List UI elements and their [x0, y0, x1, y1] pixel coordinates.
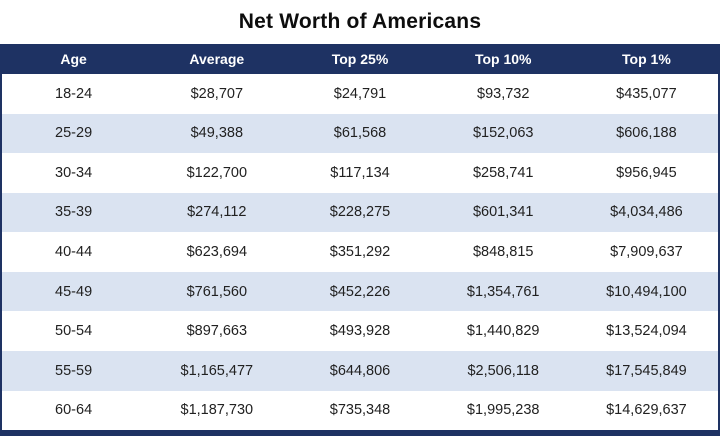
cell-top1: $10,494,100 [606, 283, 687, 300]
cell-average: $122,700 [186, 164, 248, 181]
cell-age: 18-24 [55, 85, 93, 102]
cell-top1: $7,909,637 [610, 244, 683, 261]
cell-top25: $351,292 [329, 244, 391, 261]
cell-top10: $1,440,829 [466, 323, 540, 340]
table-row: 18-24 $28,707 $24,791 $93,732 $435,077 [2, 74, 718, 114]
column-header-age: Age [60, 51, 87, 67]
cell-top25: $644,806 [329, 362, 391, 379]
column-header-top25: Top 25% [331, 51, 389, 67]
cell-average: $1,165,477 [180, 362, 254, 379]
net-worth-table: Age Average Top 25% Top 10% Top 1% 18-24… [0, 44, 720, 436]
cell-top25: $735,348 [329, 402, 391, 419]
cell-top1: $606,188 [616, 125, 677, 142]
cell-top10: $1,354,761 [466, 283, 540, 300]
cell-average: $623,694 [186, 244, 248, 261]
table-header-row: Age Average Top 25% Top 10% Top 1% [2, 44, 718, 74]
table-row: 25-29 $49,388 $61,568 $152,063 $606,188 [2, 113, 718, 154]
title-bar: Net Worth of Americans [0, 0, 720, 44]
table-row: 50-54 $897,663 $493,928 $1,440,829 $13,5… [2, 311, 718, 351]
cell-top1: $17,545,849 [606, 362, 687, 379]
cell-average: $28,707 [190, 85, 244, 102]
cell-age: 45-49 [55, 283, 93, 300]
cell-age: 55-59 [55, 362, 93, 379]
cell-top25: $228,275 [329, 204, 391, 221]
cell-top10: $93,732 [477, 85, 530, 102]
cell-age: 60-64 [55, 402, 93, 419]
cell-top1: $956,945 [616, 164, 677, 181]
cell-age: 30-34 [55, 164, 93, 181]
cell-top10: $601,341 [472, 204, 534, 221]
cell-top10: $152,063 [472, 125, 534, 142]
table-row: 45-49 $761,560 $452,226 $1,354,761 $10,4… [2, 271, 718, 312]
table-body: 18-24 $28,707 $24,791 $93,732 $435,077 2… [2, 74, 718, 430]
cell-top1: $4,034,486 [610, 204, 683, 221]
cell-average: $274,112 [187, 204, 247, 221]
column-header-top1: Top 1% [622, 51, 671, 67]
cell-average: $1,187,730 [180, 402, 254, 419]
cell-age: 25-29 [55, 125, 93, 142]
cell-top1: $14,629,637 [606, 402, 687, 419]
cell-top10: $2,506,118 [467, 362, 539, 379]
cell-top25: $61,568 [333, 125, 387, 142]
cell-age: 35-39 [55, 204, 93, 221]
cell-top25: $493,928 [329, 323, 391, 340]
cell-average: $897,663 [186, 323, 248, 340]
column-header-average: Average [189, 51, 245, 67]
table-row: 35-39 $274,112 $228,275 $601,341 $4,034,… [2, 192, 718, 233]
cell-average: $761,560 [186, 283, 248, 300]
cell-average: $49,388 [190, 125, 244, 142]
table-row: 55-59 $1,165,477 $644,806 $2,506,118 $17… [2, 350, 718, 391]
cell-top10: $258,741 [472, 164, 534, 181]
cell-top10: $848,815 [472, 244, 534, 261]
table-row: 30-34 $122,700 $117,134 $258,741 $956,94… [2, 153, 718, 193]
table-row: 40-44 $623,694 $351,292 $848,815 $7,909,… [2, 232, 718, 272]
cell-top1: $13,524,094 [606, 323, 687, 340]
cell-top25: $24,791 [333, 85, 387, 102]
column-header-top10: Top 10% [474, 51, 532, 67]
page-title: Net Worth of Americans [238, 10, 482, 33]
cell-age: 50-54 [55, 323, 93, 340]
table-row: 60-64 $1,187,730 $735,348 $1,995,238 $14… [2, 391, 718, 431]
cell-top10: $1,995,238 [466, 402, 540, 419]
cell-top25: $452,226 [329, 283, 391, 300]
cell-top1: $435,077 [616, 85, 677, 102]
table-bottom-border [2, 430, 718, 436]
cell-top25: $117,134 [330, 164, 390, 181]
cell-age: 40-44 [55, 244, 93, 261]
